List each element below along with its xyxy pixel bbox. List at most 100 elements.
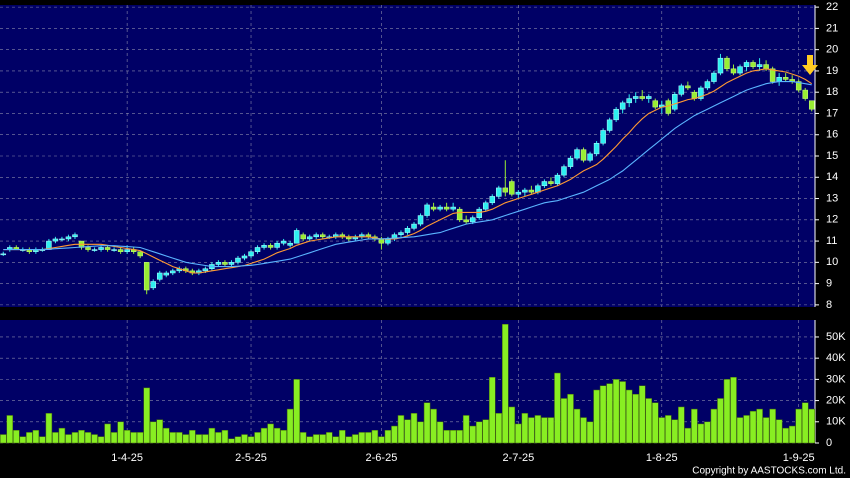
volume-bar <box>65 434 72 444</box>
candle-body <box>417 215 424 225</box>
candle-body <box>215 262 222 265</box>
volume-bar <box>495 413 503 444</box>
candle-body <box>202 268 209 272</box>
candle-body <box>0 253 7 256</box>
candle-body <box>254 247 261 252</box>
volume-bar <box>260 427 268 444</box>
candle-body <box>156 272 163 280</box>
candle-body <box>782 77 789 80</box>
y-tick-label: 14 <box>826 171 838 183</box>
volume-bar <box>691 408 698 444</box>
volume-bar <box>176 432 183 444</box>
volume-bar <box>756 408 763 444</box>
candle-body <box>600 130 606 144</box>
volume-bar <box>91 434 98 444</box>
volume-bar <box>273 427 281 444</box>
candle-body <box>548 181 554 184</box>
candle-body <box>450 206 456 210</box>
candle-body <box>248 251 254 257</box>
volume-bar <box>97 436 105 444</box>
volume-bar <box>410 413 418 444</box>
candle-body <box>235 257 241 263</box>
volume-bar <box>149 421 157 444</box>
volume-bar <box>332 436 340 444</box>
candle-body <box>561 166 567 176</box>
y-tick-label: 10K <box>826 416 846 428</box>
candle-body <box>98 247 104 250</box>
volume-bar <box>534 415 542 444</box>
candle-body <box>606 119 613 131</box>
volume-bar <box>723 379 731 444</box>
candle-body <box>717 57 724 74</box>
volume-bar <box>221 430 229 444</box>
candle-body <box>222 262 228 265</box>
y-tick-label: 40K <box>826 352 846 364</box>
volume-bar <box>123 430 131 444</box>
candle-body <box>541 181 548 187</box>
candle-body <box>613 108 619 121</box>
x-tick-label: 1-8-25 <box>646 452 678 464</box>
plot-layer: 1-4-25 2-5-25 2-6-25 2-7-25 1-8-25 1-9-25 8 9 10… <box>0 1 846 464</box>
volume-bar <box>156 419 163 444</box>
candle-body <box>85 247 91 250</box>
volume-bar <box>280 430 287 444</box>
volume-bar <box>684 427 692 444</box>
y-tick-label: 0 <box>826 437 832 449</box>
volume-bar <box>541 417 548 444</box>
candle-body <box>522 189 528 193</box>
volume-bar <box>593 389 600 444</box>
candle-body <box>763 64 769 70</box>
volume-bar <box>358 432 366 444</box>
volume-bar <box>397 415 405 444</box>
volume-bar <box>110 432 118 444</box>
volume-bar <box>795 408 802 444</box>
volume-bar <box>567 393 574 444</box>
candle-body <box>280 240 287 244</box>
volume-bar <box>312 434 320 444</box>
y-tick-label: 12 <box>826 214 838 226</box>
volume-bar <box>6 415 14 444</box>
candle-body <box>300 234 306 240</box>
volume-bar <box>215 432 222 444</box>
candle-body <box>665 100 672 114</box>
candle-body <box>737 66 743 74</box>
volume-bar <box>449 430 457 444</box>
volume-bar <box>352 434 359 444</box>
volume-bar <box>417 421 424 444</box>
moving-average-line <box>3 81 812 268</box>
copyright: Copyright by AASTOCKS.com Ltd. <box>692 466 846 477</box>
y-tick-label: 16 <box>826 129 838 141</box>
candle-body <box>554 174 561 184</box>
volume-bar <box>528 417 535 444</box>
candle-body <box>482 202 489 210</box>
y-tick-label: 22 <box>826 1 838 13</box>
candle-body <box>150 281 156 289</box>
candle-body <box>509 181 515 195</box>
volume-bar <box>769 408 776 444</box>
candle-body <box>404 228 411 233</box>
candle-body <box>437 206 443 210</box>
volume-bar <box>717 398 724 444</box>
volume-bar <box>586 421 594 444</box>
volume-bar <box>267 423 274 444</box>
candle-body <box>502 187 509 193</box>
volume-bar <box>612 379 620 444</box>
x-tick-label: 2-6-25 <box>366 452 398 464</box>
volume-bar <box>189 430 196 444</box>
candle-body <box>267 245 274 248</box>
volume-bar <box>665 415 672 444</box>
y-tick-label: 20 <box>826 44 838 56</box>
volume-bar <box>625 389 633 444</box>
candle-body <box>287 242 293 246</box>
candle-body <box>476 208 482 218</box>
y-tick-label: 20K <box>826 394 846 406</box>
volume-bar <box>26 432 33 444</box>
candle-body <box>698 87 704 99</box>
candle-body <box>104 247 111 250</box>
candle-body <box>469 217 476 223</box>
candle-body <box>567 157 574 167</box>
volume-bar <box>469 425 476 444</box>
y-tick-label: 11 <box>826 235 837 247</box>
volume-bar <box>384 430 392 444</box>
volume-bar <box>788 425 796 444</box>
